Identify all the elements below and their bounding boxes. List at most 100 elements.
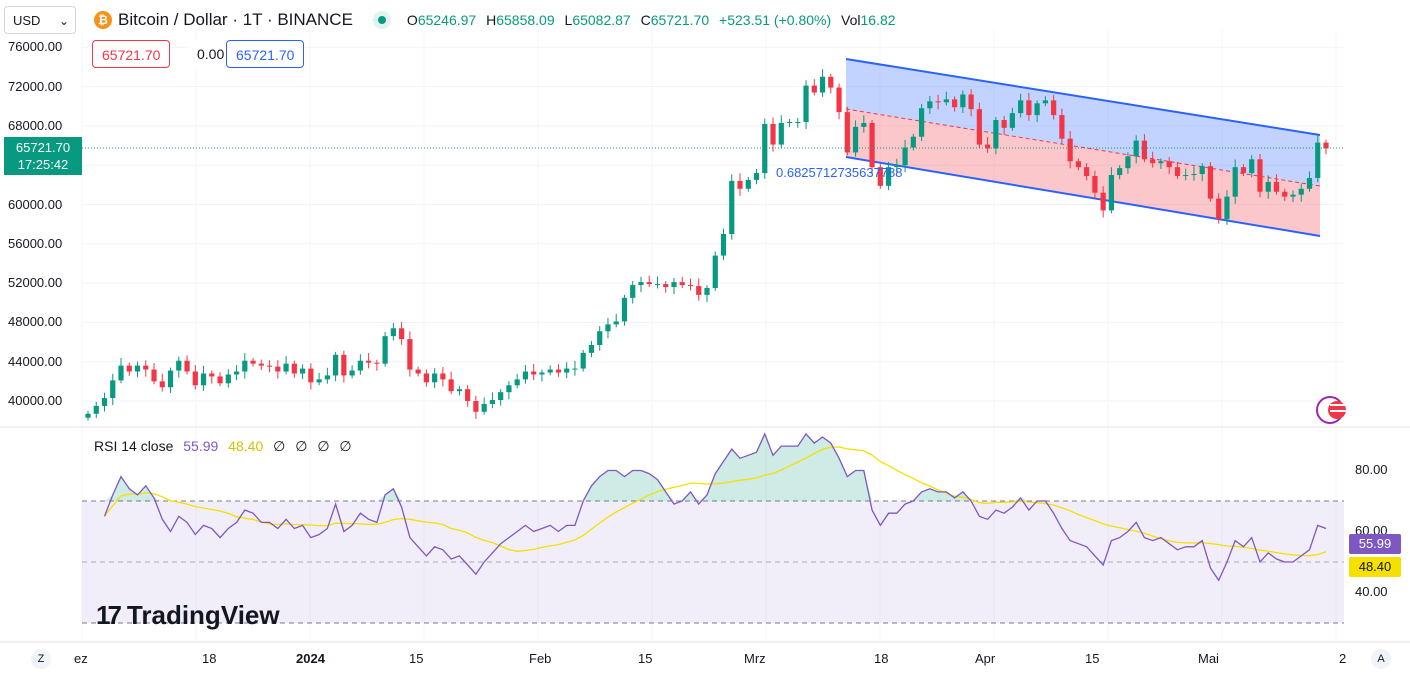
candle-body	[374, 362, 380, 364]
time-label: 15	[638, 651, 653, 666]
chevron-down-icon: ⌄	[58, 14, 69, 28]
channel-upper-line[interactable]	[845, 58, 1321, 136]
sell-price-button[interactable]: 65721.70	[92, 40, 171, 68]
candle-body	[960, 94, 966, 108]
candle-body	[597, 331, 603, 345]
tradingview-logo[interactable]: 17 TradingView	[96, 600, 280, 630]
rsi-ma-value: 48.40	[228, 438, 264, 454]
candlestick-series	[85, 69, 1329, 421]
candle-body	[151, 369, 157, 382]
candle-body	[93, 405, 99, 414]
rsi-line	[103, 432, 1327, 582]
low-value: 65082.87	[572, 12, 631, 28]
candle-body	[778, 122, 784, 145]
time-label: ez	[74, 651, 88, 666]
candle-body	[968, 94, 974, 110]
auto-scale-button[interactable]: A	[1371, 649, 1391, 669]
candle-body	[852, 126, 859, 153]
flag-icon[interactable]	[1316, 396, 1346, 424]
candle-body	[176, 360, 182, 371]
rsi-ma-box: 48.40	[1349, 557, 1401, 577]
candle-body	[869, 122, 875, 168]
candle-body	[225, 374, 231, 384]
candle-body	[134, 365, 141, 372]
candle-body	[291, 363, 297, 374]
price-axis-label: 48000.00	[8, 314, 63, 330]
last-price-label: 65721.70 17:25:42	[4, 137, 82, 175]
rsi-extra-2: ∅	[295, 438, 308, 454]
candle-body	[1207, 166, 1214, 199]
candle-body	[481, 403, 487, 412]
candle-body	[143, 365, 149, 370]
candle-body	[1092, 176, 1098, 193]
candle-body	[233, 371, 240, 375]
candle-body	[902, 147, 908, 166]
time-label: 2024	[296, 651, 325, 666]
candle-body	[1125, 156, 1131, 169]
candle-body	[200, 373, 207, 386]
rsi-value: 55.99	[183, 438, 219, 454]
candle-body	[324, 375, 330, 380]
time-label: Feb	[529, 651, 552, 666]
candle-body	[1257, 159, 1263, 192]
price-axis-label: 68000.00	[8, 117, 63, 133]
open-value: 65246.97	[417, 12, 477, 28]
candle-body	[126, 365, 132, 372]
candle-body	[588, 344, 595, 353]
candle-body	[1224, 196, 1230, 220]
candle-body	[209, 373, 215, 377]
candle-body	[539, 372, 545, 375]
candle-body	[242, 360, 248, 372]
candle-body	[745, 179, 751, 189]
candle-body	[795, 121, 801, 123]
rsi-axis-label-80: 80.00	[1355, 462, 1388, 477]
zoom-button[interactable]: Z	[31, 649, 51, 669]
currency-label: USD	[13, 13, 41, 28]
candle-body	[1141, 140, 1148, 160]
candle-body	[1232, 167, 1238, 197]
rsi-ma-line	[103, 446, 1327, 557]
candle-body	[390, 328, 396, 337]
candle-body	[1273, 181, 1280, 192]
channel-lower-zone	[846, 109, 1320, 236]
candle-body	[605, 324, 611, 332]
candle-body	[258, 363, 264, 366]
time-label: 15	[1085, 651, 1100, 666]
change-value: +523.51 (+0.80%)	[719, 12, 832, 28]
candle-body	[275, 366, 281, 372]
candle-body	[1158, 161, 1164, 164]
candle-body	[762, 123, 768, 174]
candle-body	[1240, 167, 1247, 174]
grid-lines	[0, 30, 1410, 643]
candle-body	[448, 379, 454, 392]
market-open-icon[interactable]	[372, 11, 391, 29]
candle-body	[1018, 100, 1024, 114]
candle-body	[283, 363, 289, 372]
regression-channel[interactable]	[845, 58, 1321, 237]
candle-body	[1067, 138, 1073, 162]
currency-select[interactable]: USD ⌄	[4, 6, 76, 34]
candle-body	[663, 284, 669, 288]
volume-value: 16.82	[860, 12, 896, 28]
candle-body	[638, 282, 644, 286]
candle-body	[349, 370, 355, 376]
candle-body	[250, 360, 256, 364]
channel-mid-line[interactable]	[845, 108, 1321, 187]
candle-body	[167, 370, 174, 388]
candle-body	[737, 180, 743, 189]
buy-price-button[interactable]: 65721.70	[226, 40, 305, 68]
candle-body	[118, 365, 124, 381]
candle-body	[407, 339, 413, 370]
price-axis-label: 60000.00	[8, 196, 63, 212]
candle-body	[299, 368, 306, 374]
candle-body	[811, 85, 817, 93]
candle-body	[564, 368, 570, 373]
candle-body	[910, 136, 916, 148]
time-label: Apr	[975, 651, 996, 666]
rsi-legend[interactable]: RSI 14 close 55.99 48.40 ∅ ∅ ∅ ∅	[94, 438, 352, 455]
candle-body	[985, 144, 991, 149]
rsi-extra-4: ∅	[339, 438, 352, 454]
symbol-title[interactable]: Bitcoin / Dollar · 1T · BINANCE	[118, 10, 353, 29]
channel-lower-line[interactable]	[845, 156, 1321, 237]
